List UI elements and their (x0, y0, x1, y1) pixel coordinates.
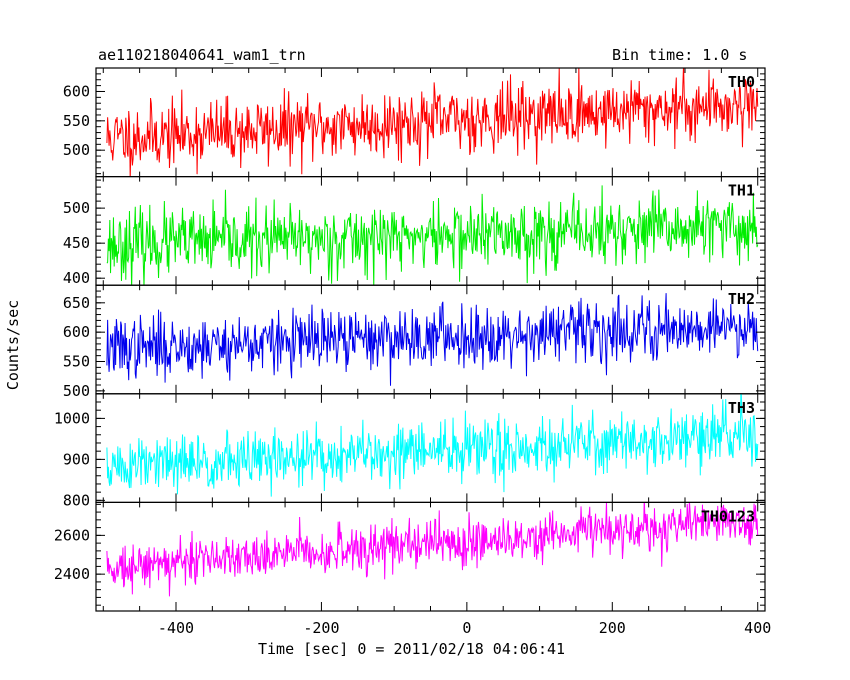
y-tick-label: 500 (63, 141, 90, 159)
panel-frame-th1 (95, 176, 766, 286)
y-tick-label: 400 (63, 269, 90, 287)
y-tick-label: 500 (63, 382, 90, 400)
y-tick-label: 550 (63, 353, 90, 371)
y-tick-label: 550 (63, 112, 90, 130)
x-tick-label: 400 (744, 619, 771, 637)
x-tick-label: 200 (599, 619, 626, 637)
y-tick-label: 800 (63, 491, 90, 509)
panel-label-th1: TH1 (728, 182, 755, 200)
y-tick-label: 650 (63, 294, 90, 312)
panel-label-th3: TH3 (728, 399, 755, 417)
y-tick-label: 900 (63, 450, 90, 468)
y-tick-label: 500 (63, 199, 90, 217)
bin-time-label: Bin time: 1.0 s (612, 46, 748, 64)
panel-label-th0: TH0 (728, 73, 755, 91)
x-tick-label: -200 (303, 619, 339, 637)
x-tick-label: -400 (158, 619, 194, 637)
series-line-th1 (106, 185, 759, 286)
series-line-th3 (106, 393, 759, 497)
y-tick-label: 600 (63, 82, 90, 100)
series-line-th0 (106, 68, 759, 177)
series-line-th0123 (106, 502, 759, 597)
y-tick-label: 1000 (54, 409, 90, 427)
observation-id-title: ae110218040641_wam1_trn (98, 46, 306, 64)
panel-label-th2: TH2 (728, 290, 755, 308)
x-axis-label: Time [sec] 0 = 2011/02/18 04:06:41 (258, 640, 566, 658)
series-line-th2 (106, 293, 759, 386)
x-tick-label: 0 (462, 619, 471, 637)
y-tick-label: 2600 (54, 526, 90, 544)
panel-label-th0123: TH0123 (701, 507, 755, 525)
y-tick-label: 2400 (54, 565, 90, 583)
y-tick-label: 600 (63, 323, 90, 341)
y-tick-label: 450 (63, 234, 90, 252)
